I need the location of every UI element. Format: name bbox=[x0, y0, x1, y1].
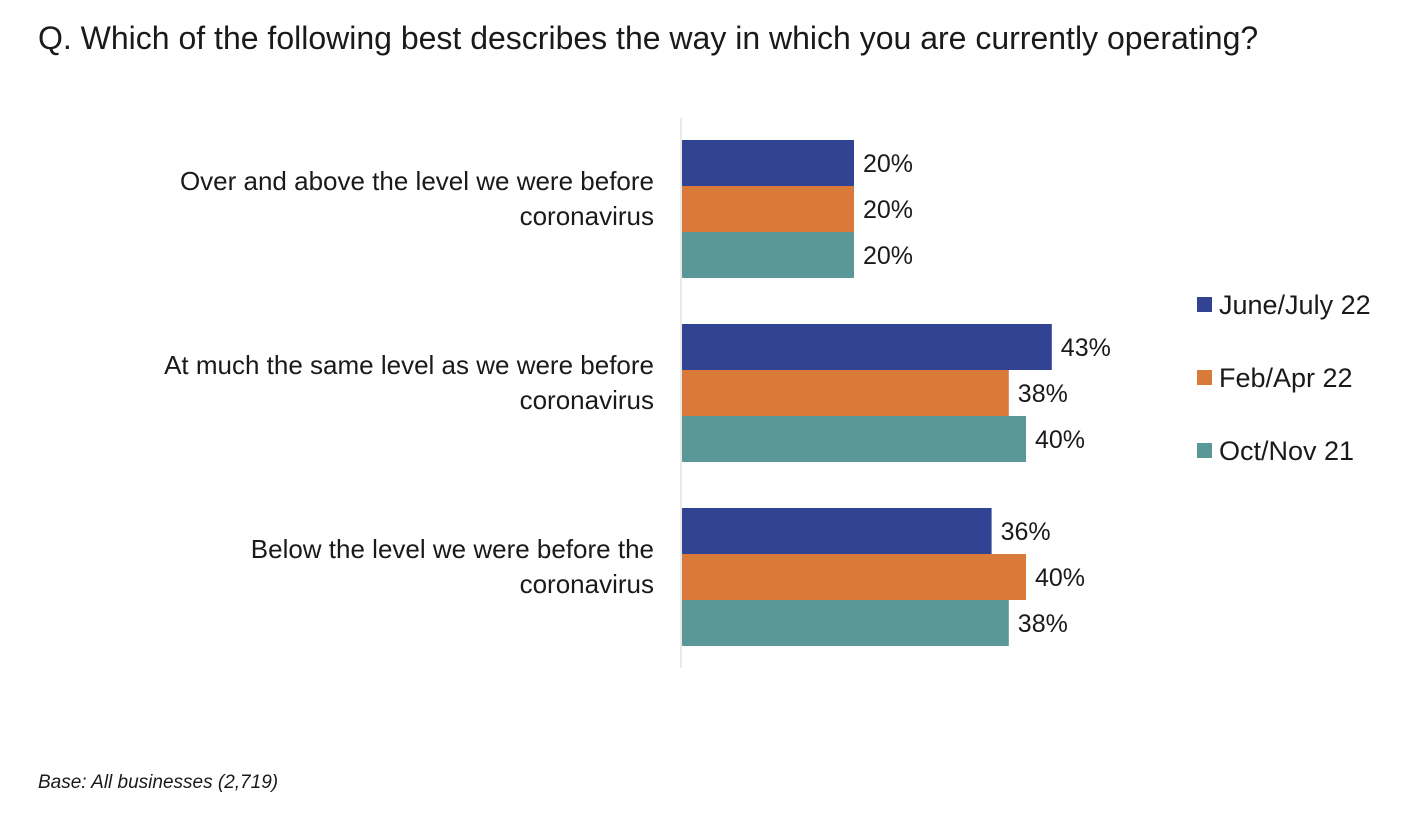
data-label: 20% bbox=[863, 196, 913, 224]
bar bbox=[682, 324, 1052, 370]
legend-swatch bbox=[1197, 443, 1212, 458]
bar bbox=[682, 370, 1009, 416]
bar bbox=[682, 600, 1009, 646]
data-label: 40% bbox=[1035, 564, 1085, 592]
data-label: 20% bbox=[863, 150, 913, 178]
bar bbox=[682, 140, 854, 186]
data-label: 38% bbox=[1018, 610, 1068, 638]
legend-label: Oct/Nov 21 bbox=[1219, 436, 1354, 466]
legend-swatch bbox=[1197, 370, 1212, 385]
data-label: 43% bbox=[1061, 334, 1111, 362]
data-label: 36% bbox=[1001, 518, 1051, 546]
bar bbox=[682, 554, 1026, 600]
bar bbox=[682, 186, 854, 232]
data-label: 40% bbox=[1035, 426, 1085, 454]
category-label: Below the level we were before the corona… bbox=[251, 534, 654, 599]
legend-swatch bbox=[1197, 297, 1212, 312]
category-label: Over and above the level we were before c… bbox=[180, 166, 654, 231]
bar bbox=[682, 508, 992, 554]
chart-title: Q. Which of the following best describes… bbox=[38, 20, 1259, 56]
category-label: At much the same level as we were before… bbox=[164, 350, 654, 415]
bar bbox=[682, 416, 1026, 462]
data-label: 38% bbox=[1018, 380, 1068, 408]
footnote: Base: All businesses (2,719) bbox=[38, 772, 279, 793]
bar bbox=[682, 232, 854, 278]
legend-label: June/July 22 bbox=[1219, 290, 1371, 320]
legend-label: Feb/Apr 22 bbox=[1219, 363, 1353, 393]
data-label: 20% bbox=[863, 242, 913, 270]
